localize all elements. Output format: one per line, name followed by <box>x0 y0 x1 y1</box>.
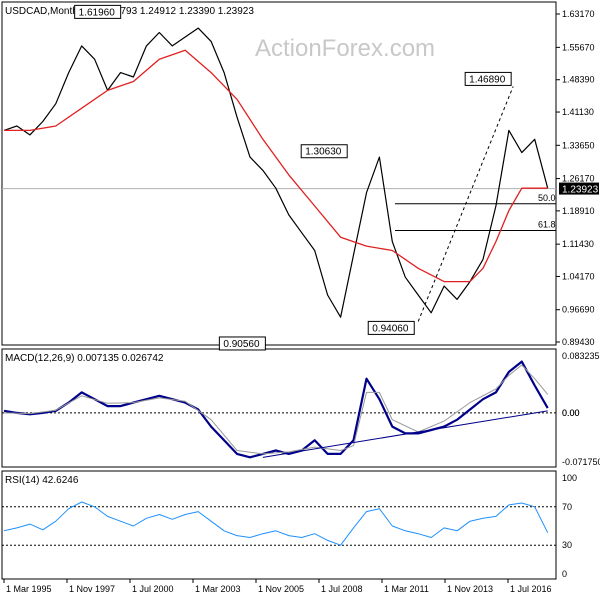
x-tick-label: 1 Jul 2008 <box>321 584 363 594</box>
x-tick-label: 1 Mar 1995 <box>6 584 52 594</box>
rsi-axis: 100 70 30 0 <box>2 473 577 579</box>
macd-trendline <box>262 410 548 458</box>
price-tick-label: 1.55670 <box>562 42 595 52</box>
macd-tick-label: 0.00 <box>562 408 580 418</box>
macd-panel-frame <box>1 348 557 468</box>
rsi-panel-title: RSI(14) 42.6246 <box>5 475 79 486</box>
x-tick-label: 1 Nov 2013 <box>447 584 493 594</box>
fib-label-618: 61.8 <box>538 219 556 229</box>
annotation-label: 1.30630 <box>305 147 342 158</box>
series-line-signal <box>3 364 549 455</box>
annotation-label: 1.46890 <box>469 74 506 85</box>
rsi-tick-label: 0 <box>562 569 567 579</box>
price-tick-label: 0.89430 <box>562 337 595 347</box>
price-axis: 1.63170 1.55670 1.48390 1.41130 1.33650 1.261… <box>2 9 595 347</box>
macd-series-group <box>3 360 549 459</box>
series-line-ma <box>4 49 548 283</box>
x-tick-label: 1 Nov 1997 <box>69 584 115 594</box>
x-tick-label: 1 Mar 2011 <box>384 584 429 594</box>
price-tick-label: 1.33650 <box>562 140 595 150</box>
price-tick-label: 1.18910 <box>562 206 595 216</box>
current-price-label: 1.23923 <box>562 185 599 196</box>
macd-tick-label: 0.083235 <box>562 351 600 361</box>
x-tick-label: 1 Jul 2000 <box>132 584 174 594</box>
series-line-macd <box>3 360 549 459</box>
dashed-trendline <box>417 86 514 322</box>
watermark: ActionForex.com <box>255 35 435 62</box>
series-line-rsi <box>3 501 549 546</box>
price-tick-label: 1.48390 <box>562 75 595 85</box>
annotation-box <box>74 4 122 19</box>
x-tick-label: 1 Jul 2016 <box>510 584 552 594</box>
x-tick-label: 1 Nov 2005 <box>258 584 304 594</box>
annotation-box <box>464 71 512 86</box>
series-line-price <box>3 27 549 318</box>
macd-panel-title: MACD(12,26,9) 0.007135 0.026742 <box>5 353 164 364</box>
time-axis: 1 Mar 1995 1 Nov 1997 1 Jul 2000 1 Mar 2003… <box>3 579 552 594</box>
x-tick-label: 1 Mar 2003 <box>195 584 241 594</box>
price-annotations: 1.61960 0.90560 1.30630 0.94060 1.46890 <box>74 4 512 351</box>
annotation-box <box>367 320 415 335</box>
macd-tick-label: 0.00 <box>562 408 580 418</box>
rsi-series-group <box>3 501 549 546</box>
annotation-box <box>300 144 348 159</box>
annotation-label: 1.61960 <box>79 7 116 18</box>
price-tick-label: 1.41130 <box>562 107 594 117</box>
price-tick-label: 0.96690 <box>562 305 595 315</box>
annotation-box <box>218 336 266 351</box>
rsi-panel-frame <box>1 470 557 580</box>
price-panel-title: USDCAD,Monthly <box>5 6 85 17</box>
price-panel-frame <box>1 1 557 346</box>
price-tick-label: 1.04170 <box>562 271 595 281</box>
current-price-badge <box>559 182 599 195</box>
macd-tick-label: -0.071750 <box>562 457 600 467</box>
annotation-label: 0.94060 <box>372 323 409 334</box>
price-tick-label: 1.26170 <box>562 174 595 184</box>
rsi-tick-label: 70 <box>562 502 572 512</box>
price-tick-label: 1.11430 <box>562 239 594 249</box>
fib-label-50: 50.0 <box>538 193 556 203</box>
price-ohlc-readout: 1.24793 1.24912 1.23390 1.23923 <box>101 6 254 17</box>
price-series-group <box>3 27 549 322</box>
price-tick-label: 1.63170 <box>562 9 595 19</box>
rsi-tick-label: 30 <box>562 540 572 550</box>
rsi-tick-label: 100 <box>562 473 577 483</box>
annotation-label: 0.90560 <box>223 339 260 350</box>
